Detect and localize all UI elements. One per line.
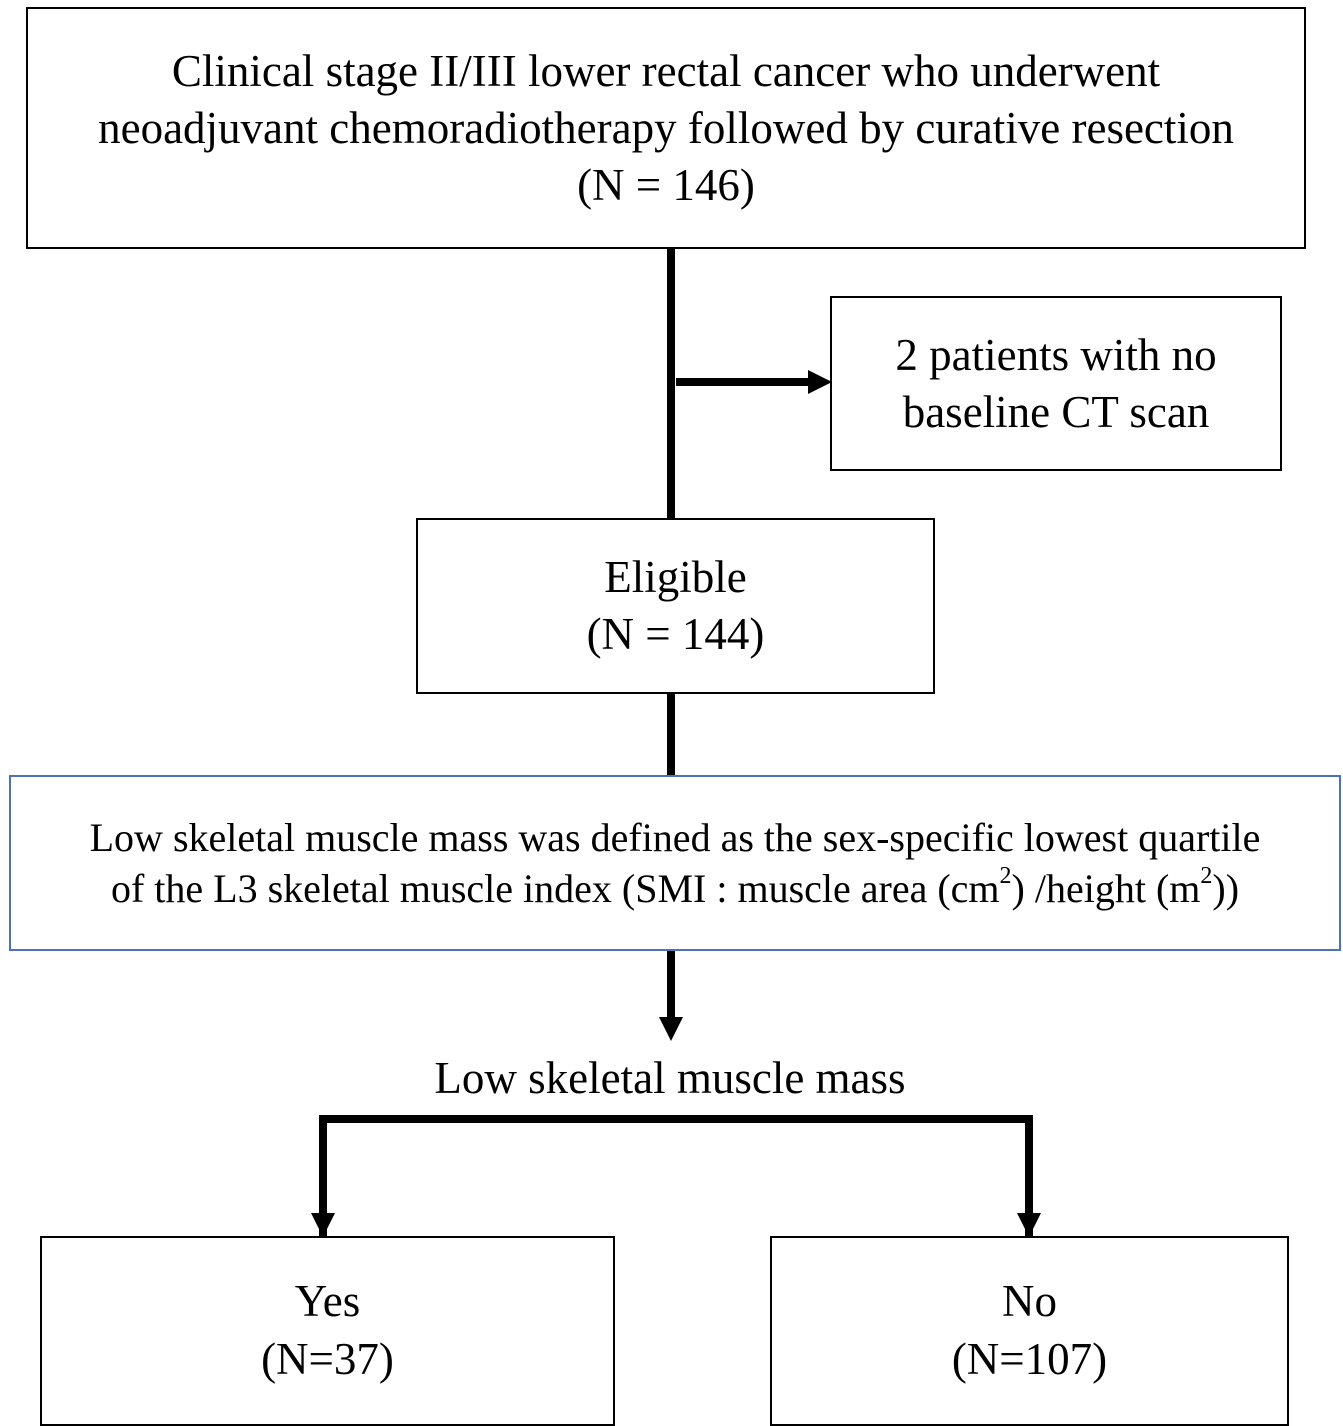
definition-text-a: of the L3 skeletal muscle index (SMI : m… bbox=[110, 866, 1000, 911]
study-population-box: Clinical stage II/III lower rectal cance… bbox=[26, 7, 1306, 249]
no-group-box: No (N=107) bbox=[770, 1236, 1289, 1426]
definition-box: Low skeletal muscle mass was defined as … bbox=[9, 775, 1341, 951]
definition-text-c: )) bbox=[1212, 866, 1240, 911]
study-population-line-2: neoadjuvant chemoradiotherapy followed b… bbox=[98, 102, 1234, 153]
study-population-count: (N = 146) bbox=[577, 159, 755, 210]
yes-group-box: Yes (N=37) bbox=[40, 1236, 615, 1426]
superscript-m: 2 bbox=[1200, 862, 1213, 889]
eligible-box: Eligible (N = 144) bbox=[416, 518, 935, 694]
connector-split-branches bbox=[319, 1115, 1033, 1236]
definition-text-b: ) /height (m bbox=[1011, 866, 1201, 911]
eligible-count: (N = 144) bbox=[586, 609, 765, 659]
yes-count: (N=37) bbox=[261, 1334, 394, 1384]
yes-label: Yes bbox=[294, 1276, 361, 1326]
arrowhead-exclusion bbox=[808, 370, 832, 394]
exclusion-line-2: baseline CT scan bbox=[902, 386, 1210, 437]
definition-line-1: Low skeletal muscle mass was defined as … bbox=[89, 815, 1261, 860]
arrowhead-yes bbox=[311, 1213, 335, 1237]
superscript-cm: 2 bbox=[999, 862, 1012, 889]
no-label: No bbox=[1002, 1276, 1057, 1326]
exclusion-box: 2 patients with no baseline CT scan bbox=[830, 296, 1282, 471]
split-label: Low skeletal muscle mass bbox=[434, 1053, 906, 1103]
definition-line-2: of the L3 skeletal muscle index (SMI : m… bbox=[111, 863, 1239, 914]
exclusion-line-1: 2 patients with no bbox=[895, 329, 1217, 380]
eligible-label: Eligible bbox=[604, 552, 747, 602]
no-count: (N=107) bbox=[951, 1334, 1108, 1384]
study-population-line-1: Clinical stage II/III lower rectal cance… bbox=[171, 45, 1161, 96]
arrowhead-definition-down bbox=[659, 1017, 683, 1041]
arrowhead-no bbox=[1017, 1213, 1041, 1237]
